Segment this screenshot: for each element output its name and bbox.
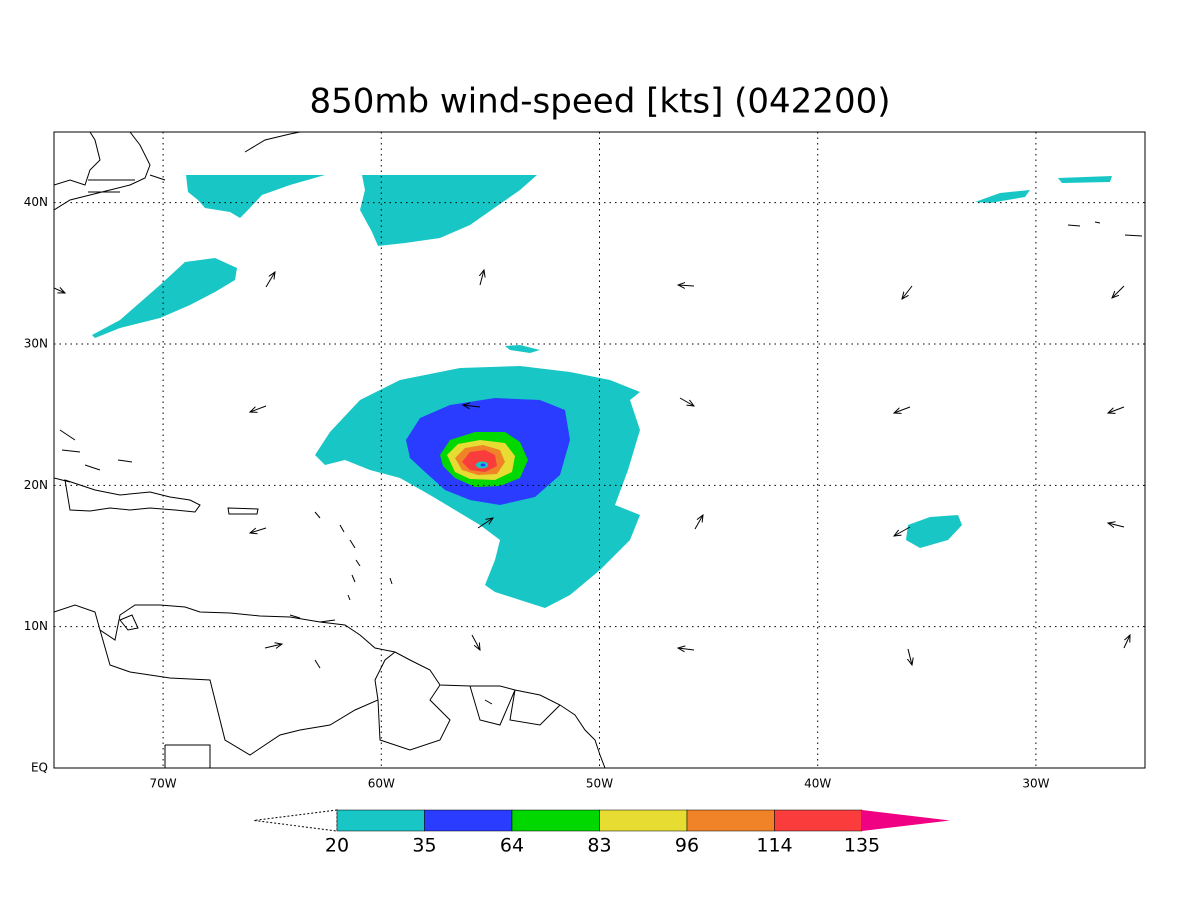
x-tick-label: 30W [1022,777,1049,791]
colorbar-label: 35 [412,835,436,857]
colorbar-label: 135 [844,835,880,857]
colorbar-label: 83 [587,835,611,857]
colorbar-label: 114 [756,835,792,857]
y-tick-label: 10N [24,619,48,633]
colorbar-high-triangle [862,810,950,831]
colorbar-box [599,809,688,832]
map-title: 850mb wind-speed [kts] (042200) [310,82,891,122]
y-tick-label: EQ [31,761,48,775]
colorbar-box [511,809,600,832]
x-tick-label: 60W [368,777,395,791]
colorbar-label: 20 [325,835,349,857]
colorbar-box [336,809,425,832]
map-frame [53,131,1146,769]
storm-eye-core [480,463,486,467]
colorbar-label: 96 [675,835,699,857]
wind-vectors [54,270,1130,665]
y-tick-label: 40N [24,195,48,209]
colorbar-box [774,809,863,832]
x-tick-label: 70W [150,777,177,791]
y-tick-label: 30N [24,337,48,351]
coastlines [54,132,1143,768]
y-tick-label: 20N [24,478,48,492]
colorbar-label: 64 [500,835,524,857]
colorbar: 20 35 64 83 96 114 135 [253,809,950,857]
wind-114kt-area [462,450,497,472]
wind-20kt-areas [92,175,1112,608]
colorbar-box [686,809,775,832]
colorbar-low-triangle [253,809,338,832]
x-tick-label: 40W [804,777,831,791]
colorbar-box [424,809,513,832]
wind-field [54,132,1143,768]
x-tick-label: 50W [586,777,613,791]
